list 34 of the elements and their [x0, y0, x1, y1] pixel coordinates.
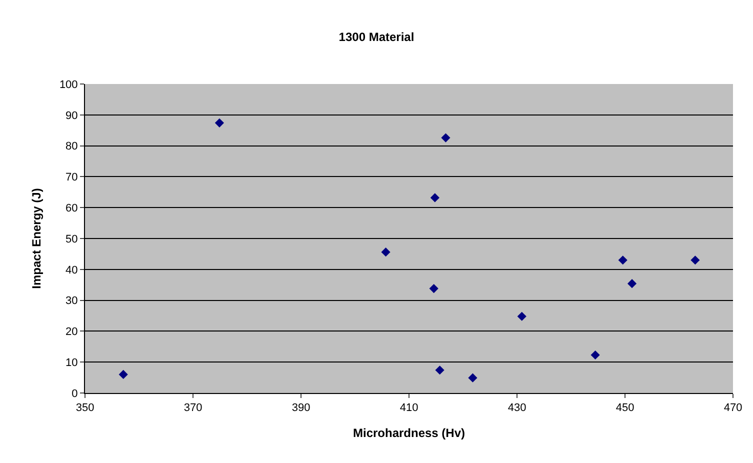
x-tick-label: 450: [616, 402, 634, 414]
y-tick-label: 40: [66, 264, 78, 276]
x-tick-label: 470: [724, 402, 742, 414]
point: [618, 256, 628, 265]
y-tick-label: 90: [66, 110, 78, 122]
x-tick-label: 370: [184, 402, 202, 414]
x-tick-label: 390: [292, 402, 310, 414]
y-tick-label: 30: [66, 295, 78, 308]
y-tick-label: 70: [66, 172, 78, 184]
x-tick-label: 430: [508, 402, 526, 414]
y-tick-label: 60: [66, 202, 78, 214]
chart-title: 1300 Material: [338, 30, 414, 44]
point: [468, 373, 478, 382]
point: [429, 284, 438, 294]
y-tick-label: 10: [66, 356, 78, 369]
y-tick-label: 80: [66, 140, 78, 153]
x-tick-label: 410: [400, 402, 418, 414]
y-tick-label: 100: [59, 78, 78, 91]
point: [430, 193, 440, 202]
y-tick-label: 50: [66, 233, 78, 246]
y-tick-label: 0: [72, 388, 78, 400]
point: [435, 366, 444, 375]
y-axis-title: Impact Energy (J): [30, 188, 44, 289]
point: [590, 350, 600, 360]
y-tick-label: 20: [66, 326, 78, 338]
point: [517, 312, 526, 321]
point: [214, 118, 224, 128]
point: [118, 370, 128, 380]
point: [627, 279, 637, 288]
point: [690, 256, 700, 265]
x-tick-label: 350: [76, 402, 94, 414]
point: [441, 133, 450, 142]
point: [381, 248, 390, 257]
x-axis-title: Microhardness (Hv): [352, 426, 466, 440]
